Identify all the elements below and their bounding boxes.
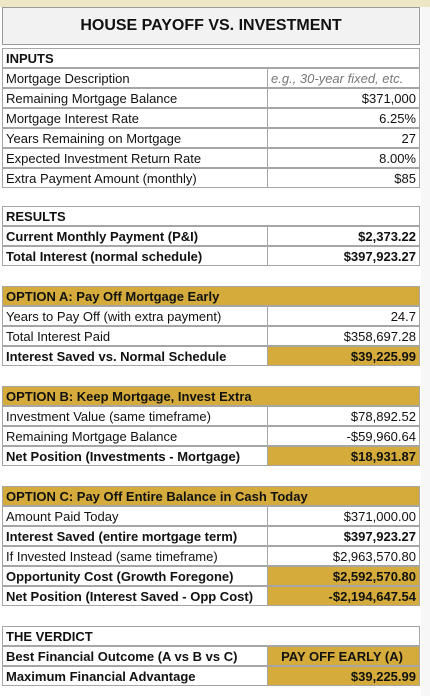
row-value: 8.00% (267, 148, 420, 168)
row-value: $39,225.99 (267, 346, 420, 366)
row-label: Mortgage Description (2, 68, 267, 88)
row-value: $358,697.28 (267, 326, 420, 346)
row-label: Best Financial Outcome (A vs B vs C) (2, 646, 267, 666)
row-label: Years Remaining on Mortgage (2, 128, 267, 148)
row-value: 24.7 (267, 306, 420, 326)
row-label: Mortgage Interest Rate (2, 108, 267, 128)
row-label: Maximum Financial Advantage (2, 666, 267, 686)
sheet-title: HOUSE PAYOFF VS. INVESTMENT (2, 7, 420, 45)
header-band (0, 0, 430, 7)
row-label: Remaining Mortgage Balance (2, 426, 267, 446)
section-heading: OPTION C: Pay Off Entire Balance in Cash… (2, 486, 420, 506)
row-label: Interest Saved vs. Normal Schedule (2, 346, 267, 366)
row-value: $2,373.22 (267, 226, 420, 246)
row-label: Amount Paid Today (2, 506, 267, 526)
row-value: $18,931.87 (267, 446, 420, 466)
row-label: Expected Investment Return Rate (2, 148, 267, 168)
row-label: Total Interest (normal schedule) (2, 246, 267, 266)
row-value: $371,000.00 (267, 506, 420, 526)
row-label: Opportunity Cost (Growth Foregone) (2, 566, 267, 586)
section-heading: OPTION B: Keep Mortgage, Invest Extra (2, 386, 420, 406)
row-value: e.g., 30-year fixed, etc. (267, 68, 420, 88)
row-value: $78,892.52 (267, 406, 420, 426)
row-label: Current Monthly Payment (P&I) (2, 226, 267, 246)
row-label: If Invested Instead (same timeframe) (2, 546, 267, 566)
row-value: $39,225.99 (267, 666, 420, 686)
row-label: Total Interest Paid (2, 326, 267, 346)
section-heading: OPTION A: Pay Off Mortgage Early (2, 286, 420, 306)
row-value: $371,000 (267, 88, 420, 108)
row-value: $2,592,570.80 (267, 566, 420, 586)
row-value: -$59,960.64 (267, 426, 420, 446)
row-label: Net Position (Interest Saved - Opp Cost) (2, 586, 267, 606)
row-value: 27 (267, 128, 420, 148)
row-value: $397,923.27 (267, 526, 420, 546)
row-value: $85 (267, 168, 420, 188)
row-value: -$2,194,647.54 (267, 586, 420, 606)
row-value: PAY OFF EARLY (A) (267, 646, 420, 666)
section-heading: INPUTS (2, 48, 420, 68)
empty-column (421, 7, 430, 696)
section-heading: THE VERDICT (2, 626, 420, 646)
row-label: Investment Value (same timeframe) (2, 406, 267, 426)
row-label: Net Position (Investments - Mortgage) (2, 446, 267, 466)
row-value: $397,923.27 (267, 246, 420, 266)
row-label: Years to Pay Off (with extra payment) (2, 306, 267, 326)
row-label: Extra Payment Amount (monthly) (2, 168, 267, 188)
row-label: Interest Saved (entire mortgage term) (2, 526, 267, 546)
row-value: 6.25% (267, 108, 420, 128)
row-label: Remaining Mortgage Balance (2, 88, 267, 108)
section-heading: RESULTS (2, 206, 420, 226)
row-value: $2,963,570.80 (267, 546, 420, 566)
